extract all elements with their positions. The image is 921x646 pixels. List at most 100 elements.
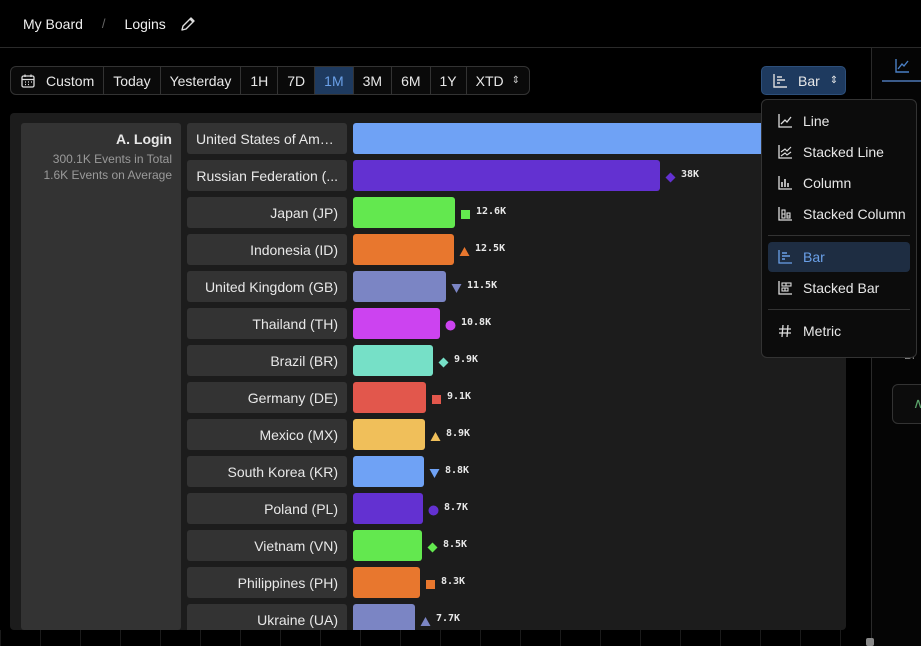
- marker-triangle-up-icon: [420, 614, 431, 626]
- menu-item-metric[interactable]: Metric: [768, 316, 910, 346]
- top-bar: My Board / Logins: [0, 0, 921, 48]
- bar[interactable]: [353, 604, 415, 630]
- bar[interactable]: [353, 530, 422, 561]
- visualization-type-label: Bar: [798, 72, 820, 89]
- menu-item-line[interactable]: Line: [768, 106, 910, 136]
- category-label: Vietnam (VN): [187, 530, 347, 561]
- range-button-custom[interactable]: Custom: [11, 67, 105, 94]
- visualization-menu: Line Stacked Line Column Stacked Column Bar S…: [761, 99, 917, 358]
- marker-circle-icon: [445, 318, 456, 331]
- range-button-yesterday[interactable]: Yesterday: [161, 67, 242, 94]
- category-label-text: Thailand (TH): [252, 315, 338, 332]
- column-chart-icon: [776, 175, 794, 191]
- menu-divider: [768, 309, 910, 310]
- menu-item-stacked-bar[interactable]: Stacked Bar: [768, 273, 910, 303]
- category-label-text: Ukraine (UA): [257, 611, 338, 628]
- range-button-label: 1M: [324, 72, 344, 89]
- category-label-text: South Korea (KR): [227, 463, 339, 480]
- range-button-label: Today: [113, 72, 151, 89]
- bar[interactable]: [353, 271, 446, 302]
- series-legend[interactable]: A. Login 300.1K Events in Total 1.6K Eve…: [21, 123, 181, 630]
- category-label: United States of Ame...: [187, 123, 347, 154]
- bar-chart-icon: [776, 249, 794, 265]
- range-button-label: 7D: [287, 72, 306, 89]
- menu-item-label: Stacked Line: [803, 144, 884, 160]
- breadcrumb-board[interactable]: My Board: [23, 15, 83, 32]
- series-title: A. Login: [116, 131, 172, 147]
- marker-triangle-up-icon: [459, 244, 470, 256]
- bar[interactable]: [353, 197, 455, 228]
- resize-handle[interactable]: [866, 638, 874, 646]
- menu-item-bar[interactable]: Bar: [768, 242, 910, 272]
- range-button-xtd[interactable]: XTD ⇕: [467, 67, 529, 94]
- category-label-text: Mexico (MX): [259, 426, 338, 443]
- range-button-7d[interactable]: 7D: [278, 67, 316, 94]
- hash-icon: [776, 323, 794, 339]
- menu-item-column[interactable]: Column: [768, 168, 910, 198]
- marker-square-icon: [425, 577, 436, 589]
- range-button-label: Yesterday: [169, 72, 232, 89]
- value-label: 10.8K: [461, 317, 492, 328]
- menu-item-label: Metric: [803, 323, 842, 339]
- bar[interactable]: [353, 234, 454, 265]
- chart-tab-icon[interactable]: [882, 52, 921, 82]
- value-label: 8.3K: [441, 576, 466, 587]
- category-label-text: Poland (PL): [264, 500, 338, 517]
- category-label: Ukraine (UA): [187, 604, 347, 630]
- pencil-icon[interactable]: [180, 16, 196, 32]
- bar-chart-icon: [772, 73, 788, 89]
- value-label: 38K: [681, 169, 700, 180]
- category-label: Philippines (PH): [187, 567, 347, 598]
- value-label: 12.5K: [475, 243, 506, 254]
- range-button-1h[interactable]: 1H: [241, 67, 279, 94]
- marker-triangle-down-icon: [429, 466, 440, 478]
- value-label: 7.7K: [436, 613, 461, 624]
- time-range-selector: Custom Today Yesterday 1H 7D 1M 3M 6M 1Y XTD ⇕: [10, 66, 531, 95]
- category-label: United Kingdom (GB): [187, 271, 347, 302]
- value-label: 9.9K: [454, 354, 479, 365]
- value-label: 8.9K: [446, 428, 471, 439]
- visualization-type-button[interactable]: Bar ⇕: [761, 66, 846, 95]
- caret-up-icon: ∧: [913, 395, 921, 411]
- category-label: Germany (DE): [187, 382, 347, 413]
- bar[interactable]: [353, 123, 837, 154]
- bar[interactable]: [353, 456, 424, 487]
- category-label: Thailand (TH): [187, 308, 347, 339]
- category-label-text: Germany (DE): [247, 389, 338, 406]
- marker-diamond-icon: [438, 355, 449, 368]
- bar-chart: United States of Ame... Russian Federatio…: [10, 113, 846, 630]
- value-label: 8.8K: [445, 465, 470, 476]
- range-button-label: Custom: [46, 72, 95, 89]
- category-label: Indonesia (ID): [187, 234, 347, 265]
- marker-triangle-up-icon: [430, 429, 441, 441]
- range-button-today[interactable]: Today: [104, 67, 161, 94]
- category-label-text: United Kingdom (GB): [204, 278, 338, 295]
- range-button-1m[interactable]: 1M: [315, 67, 354, 94]
- menu-item-stacked-line[interactable]: Stacked Line: [768, 137, 910, 167]
- range-button-6m[interactable]: 6M: [392, 67, 431, 94]
- range-button-label: 3M: [362, 72, 383, 89]
- range-button-label: 1Y: [439, 72, 457, 89]
- right-panel-card[interactable]: ∧: [892, 384, 921, 424]
- value-label: 8.7K: [444, 502, 469, 513]
- value-label: 12.6K: [476, 206, 507, 217]
- bar[interactable]: [353, 567, 420, 598]
- bar[interactable]: [353, 308, 440, 339]
- stacked-bar-icon: [776, 280, 794, 296]
- breadcrumb-separator: /: [101, 16, 106, 31]
- bar[interactable]: [353, 160, 660, 191]
- menu-item-stacked-column[interactable]: Stacked Column: [768, 199, 910, 229]
- range-button-1y[interactable]: 1Y: [431, 67, 467, 94]
- bar[interactable]: [353, 419, 425, 450]
- bar[interactable]: [353, 345, 433, 376]
- marker-diamond-icon: [427, 540, 438, 553]
- marker-triangle-down-icon: [451, 281, 462, 293]
- bar[interactable]: [353, 493, 423, 524]
- menu-item-label: Stacked Column: [803, 206, 906, 222]
- range-button-3m[interactable]: 3M: [354, 67, 393, 94]
- page-title: Logins: [124, 15, 166, 32]
- category-label-text: Philippines (PH): [237, 574, 338, 591]
- bar[interactable]: [353, 382, 426, 413]
- chevron-updown-icon: ⇕: [511, 75, 521, 86]
- stacked-line-icon: [776, 144, 794, 160]
